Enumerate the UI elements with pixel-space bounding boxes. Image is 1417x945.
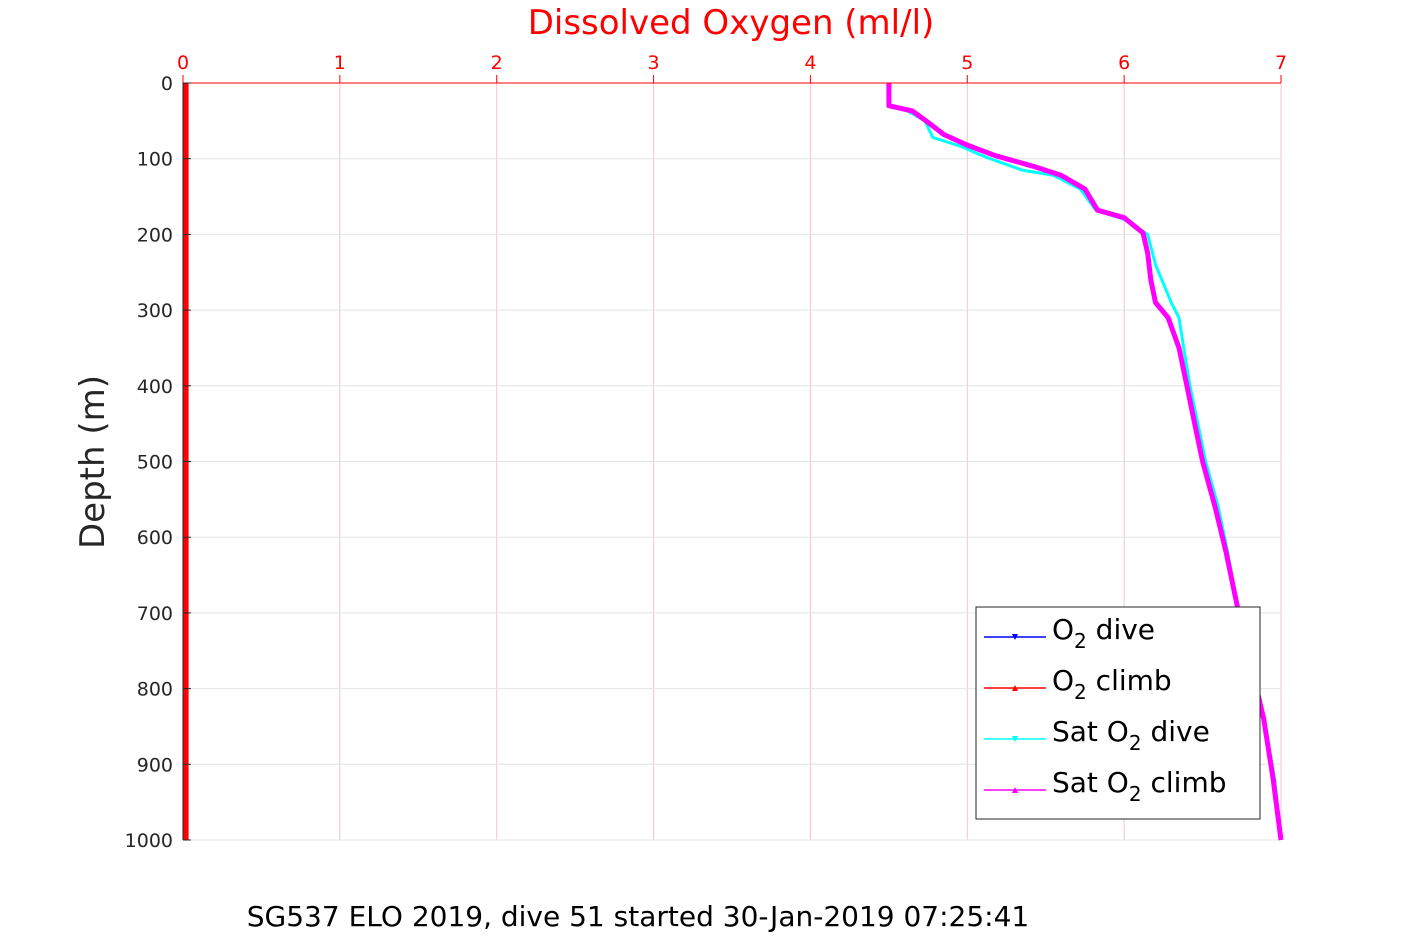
legend-label-3: Sat O2 climb [1052, 766, 1227, 806]
y-tick-label-0: 0 [161, 73, 173, 95]
legend-marker-1 [1012, 685, 1018, 691]
x-tick-label-6: 6 [1118, 52, 1130, 74]
x-tick-label-7: 7 [1275, 52, 1287, 74]
tick-labels: 0 1 2 3 4 5 6 7 0 100 200 300 400 500 600 700 800 900 1000 [125, 52, 1287, 852]
y-tick-label-7: 700 [137, 603, 173, 625]
y-tick-label-5: 500 [137, 452, 173, 474]
legend-marker-2 [1012, 736, 1018, 742]
x-tick-label-2: 2 [491, 52, 503, 74]
legend: O2 dive O2 climb Sat O2 dive Sat O2 climb [975, 606, 1261, 820]
y-tick-label-10: 1000 [125, 830, 173, 852]
chart-title: Dissolved Oxygen (ml/l) [528, 3, 935, 43]
x-tick-label-5: 5 [961, 52, 973, 74]
x-tick-label-3: 3 [648, 52, 660, 74]
y-tick-label-4: 400 [137, 376, 173, 398]
legend-marker-0 [1012, 634, 1018, 640]
y-axis-label: Depth (m) [73, 375, 113, 549]
x-tick-label-4: 4 [804, 52, 816, 74]
y-tick-label-9: 900 [137, 754, 173, 776]
grid [182, 82, 1282, 841]
legend-marker-3 [1012, 787, 1018, 793]
legend-box [975, 606, 1261, 820]
legend-label-2: Sat O2 dive [1052, 715, 1210, 755]
x-tick-label-1: 1 [334, 52, 346, 74]
y-tick-label-3: 300 [137, 300, 173, 322]
y-tick-label-6: 600 [137, 527, 173, 549]
axes [182, 75, 1282, 841]
y-tick-label-8: 800 [137, 679, 173, 701]
x-tick-label-0: 0 [177, 52, 189, 74]
series-line-3 [886, 83, 1284, 841]
y-tick-label-2: 200 [137, 224, 173, 246]
legend-label-1: O2 climb [1052, 664, 1172, 704]
legend-label-0: O2 dive [1052, 613, 1155, 653]
chart-caption: SG537 ELO 2019, dive 51 started 30-Jan-2… [247, 900, 1029, 933]
y-tick-label-1: 100 [137, 149, 173, 171]
